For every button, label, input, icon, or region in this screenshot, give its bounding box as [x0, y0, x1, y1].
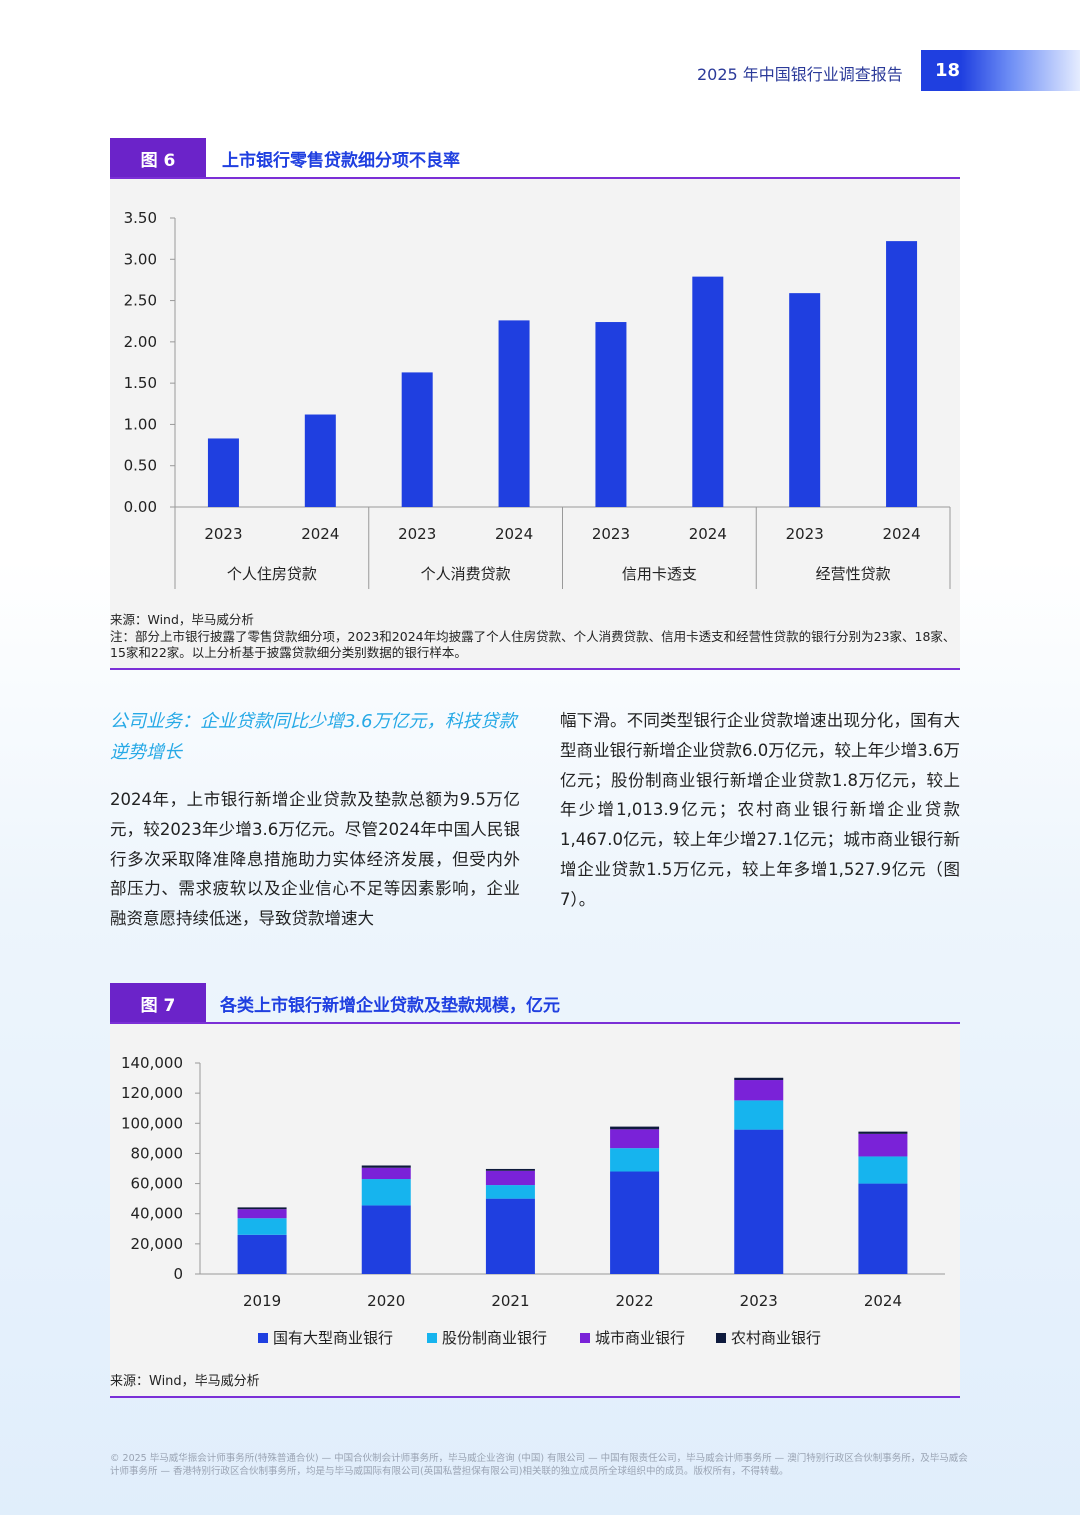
stacked-bar-segment [858, 1156, 908, 1184]
stacked-bar-segment [858, 1133, 908, 1157]
figure6-top-rule [110, 177, 960, 179]
stacked-bar-segment [610, 1126, 660, 1130]
x-tick-label: 2023 [398, 525, 436, 543]
stacked-bar-segment [610, 1129, 660, 1149]
figure6-note: 注：部分上市银行披露了零售贷款细分项，2023和2024年均披露了个人住房贷款、… [110, 629, 956, 660]
bar [886, 241, 918, 507]
stacked-bar-segment [361, 1165, 411, 1168]
figure7-bottom-rule [110, 1396, 960, 1398]
stacked-bar-segment [485, 1185, 535, 1199]
x-tick-label: 2022 [615, 1292, 653, 1310]
y-tick-label: 3.50 [124, 209, 157, 227]
stacked-bar-segment [485, 1168, 535, 1171]
y-tick-label: 0 [173, 1265, 183, 1283]
x-tick-label: 2024 [882, 525, 920, 543]
figure7-source: 来源：Wind，毕马威分析 [110, 1374, 260, 1389]
legend-swatch [580, 1333, 590, 1343]
report-title: 2025 年中国银行业调查报告 [697, 65, 903, 84]
x-tick-label: 2023 [592, 525, 630, 543]
x-tick-label: 2024 [301, 525, 339, 543]
group-label: 经营性贷款 [816, 565, 891, 583]
legend-label: 国有大型商业银行 [273, 1329, 393, 1347]
y-tick-label: 120,000 [121, 1084, 183, 1102]
figure6-bottom-rule [110, 668, 960, 670]
paragraph-right: 幅下滑。不同类型银行企业贷款增速出现分化，国有大型商业银行新增企业贷款6.0万亿… [560, 711, 960, 909]
group-label: 信用卡透支 [622, 565, 697, 583]
paragraph-left: 2024年，上市银行新增企业贷款及垫款总额为9.5万亿元，较2023年少增3.6… [110, 790, 520, 929]
stacked-bar-segment [858, 1131, 908, 1134]
stacked-bar-segment [734, 1077, 784, 1081]
y-tick-label: 1.50 [124, 374, 157, 392]
section-heading: 公司业务：企业贷款同比少增3.6万亿元，科技贷款逆势增长 [110, 711, 517, 763]
page-number: 18 [935, 60, 961, 81]
legend-swatch [716, 1333, 726, 1343]
figure7-top-rule [110, 1022, 960, 1024]
bar [692, 276, 724, 507]
stacked-bar-segment [361, 1167, 411, 1180]
stacked-bar-segment [734, 1080, 784, 1101]
x-tick-label: 2021 [491, 1292, 529, 1310]
y-tick-label: 0.00 [124, 498, 157, 516]
bar [304, 414, 336, 507]
y-tick-label: 2.00 [124, 333, 157, 351]
x-tick-label: 2023 [786, 525, 824, 543]
legend-label: 城市商业银行 [595, 1329, 685, 1347]
legend-label: 农村商业银行 [731, 1329, 821, 1347]
stacked-bar-segment [237, 1234, 287, 1274]
bar [207, 438, 239, 507]
stacked-bar-segment [734, 1100, 784, 1130]
stacked-bar-segment [610, 1171, 660, 1274]
stacked-bar-segment [734, 1129, 784, 1274]
bar [498, 320, 530, 507]
bar [401, 372, 433, 507]
figure7-tag: 图 7 [110, 983, 206, 1023]
stacked-bar-segment [485, 1198, 535, 1274]
page-number-tab [921, 50, 1080, 91]
stacked-bar-segment [237, 1209, 287, 1219]
stacked-bar-segment [485, 1170, 535, 1186]
y-tick-label: 80,000 [131, 1144, 184, 1162]
x-tick-label: 2024 [495, 525, 533, 543]
figure6-title: 上市银行零售贷款细分项不良率 [222, 150, 460, 171]
copyright-footer: © 2025 毕马威华振会计师事务所(特殊普通合伙) — 中国合伙制会计师事务所… [110, 1453, 968, 1477]
x-tick-label: 2019 [243, 1292, 281, 1310]
x-tick-label: 2020 [367, 1292, 405, 1310]
y-tick-label: 40,000 [131, 1205, 184, 1223]
y-tick-label: 3.00 [124, 250, 157, 268]
stacked-bar-segment [237, 1207, 287, 1210]
x-tick-label: 2023 [740, 1292, 778, 1310]
stacked-bar-segment [361, 1179, 411, 1206]
y-tick-label: 2.50 [124, 292, 157, 310]
figure6-chart: 0.00 0.50 1.00 1.50 2.00 2.50 3.00 3.50 2023 2024… [124, 209, 951, 589]
y-tick-label: 140,000 [121, 1054, 183, 1072]
figure7-title: 各类上市银行新增企业贷款及垫款规模，亿元 [220, 995, 560, 1016]
figure6-tag: 图 6 [110, 138, 206, 178]
figure7-chart: 0 20,000 40,000 60,000 80,000 100,000 120,000 1… [121, 1054, 945, 1347]
figure6-source: 来源：Wind，毕马威分析 [110, 612, 254, 627]
legend-swatch [258, 1333, 268, 1343]
stacked-bar-segment [237, 1218, 287, 1235]
stacked-bar-segment [858, 1183, 908, 1274]
bar [595, 322, 627, 507]
y-tick-label: 0.50 [124, 457, 157, 475]
bar [789, 293, 821, 507]
x-tick-label: 2024 [689, 525, 727, 543]
y-tick-label: 20,000 [131, 1235, 184, 1253]
stacked-bar-segment [610, 1148, 660, 1172]
legend-swatch [427, 1333, 437, 1343]
stacked-bar-segment [361, 1205, 411, 1274]
x-tick-label: 2023 [204, 525, 242, 543]
y-tick-label: 100,000 [121, 1114, 183, 1132]
group-label: 个人消费贷款 [421, 565, 511, 583]
group-label: 个人住房贷款 [227, 565, 317, 583]
y-tick-label: 60,000 [131, 1175, 184, 1193]
y-tick-label: 1.00 [124, 415, 157, 433]
legend-label: 股份制商业银行 [442, 1329, 547, 1347]
x-tick-label: 2024 [864, 1292, 902, 1310]
